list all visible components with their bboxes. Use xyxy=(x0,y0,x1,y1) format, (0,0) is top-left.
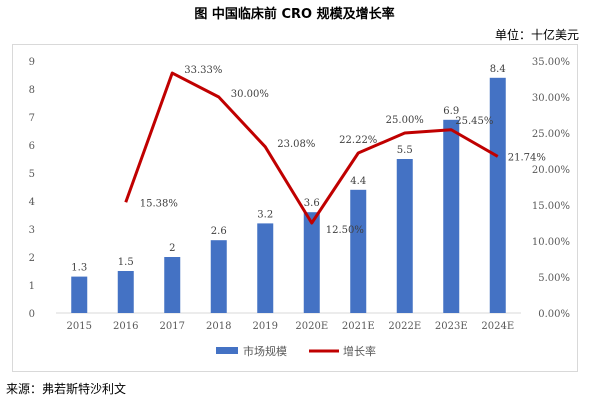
y-right-tick-label: 25.00% xyxy=(532,129,570,140)
growth-value-label: 25.45% xyxy=(455,116,493,127)
y-left-tick-label: 0 xyxy=(29,309,35,320)
growth-value-label: 21.74% xyxy=(508,152,546,163)
bar-value-label: 4.4 xyxy=(350,176,366,187)
x-tick-label: 2017 xyxy=(160,321,185,332)
y-right-tick-label: 0.00% xyxy=(538,309,570,320)
x-tick-label: 2018 xyxy=(206,321,231,332)
growth-value-label: 33.33% xyxy=(184,65,222,76)
y-right-tick-label: 20.00% xyxy=(532,165,570,176)
bar xyxy=(303,212,320,313)
chart-title: 图 中国临床前 CRO 规模及增长率 xyxy=(194,7,395,22)
x-tick-label: 2015 xyxy=(67,321,92,332)
legend-bar-swatch xyxy=(216,347,238,354)
y-right-tick-label: 35.00% xyxy=(532,57,570,68)
chart-frame: 0 1 2 3 4 5 6 7 8 9 0.00% 5.00% 10.00% 15.00% 20.00% 25… xyxy=(12,44,578,372)
source-note: 来源：弗若斯特沙利文 xyxy=(6,382,127,396)
bar xyxy=(71,276,88,313)
x-tick-label: 2019 xyxy=(253,321,278,332)
bar-value-label: 8.4 xyxy=(490,64,506,75)
chart-svg: 01234567890.00%5.00%10.00%15.00%20.00%25… xyxy=(29,57,570,358)
growth-value-label: 23.08% xyxy=(277,139,315,150)
bar-value-label: 2.6 xyxy=(211,226,227,237)
y-left-tick-label: 5 xyxy=(29,169,35,180)
y-left-tick-label: 7 xyxy=(29,113,35,124)
y-right-tick-label: 30.00% xyxy=(532,93,570,104)
bar xyxy=(117,271,134,313)
y-left-tick-label: 1 xyxy=(29,281,35,292)
growth-value-label: 25.00% xyxy=(386,115,424,126)
bar-value-label: 3.2 xyxy=(257,209,273,220)
bar-value-label: 5.5 xyxy=(397,145,413,156)
bar xyxy=(164,257,181,313)
bar xyxy=(350,189,367,313)
growth-line xyxy=(124,71,499,225)
bar xyxy=(489,77,506,313)
x-tick-label: 2020E xyxy=(295,321,328,332)
y-right-tick-label: 10.00% xyxy=(532,237,570,248)
bar-value-label: 6.9 xyxy=(443,106,459,117)
growth-value-label: 12.50% xyxy=(326,225,364,236)
bar xyxy=(257,223,274,313)
y-right-tick-label: 15.00% xyxy=(532,201,570,212)
legend-line-label: 增长率 xyxy=(343,344,376,358)
bar-value-label: 1.5 xyxy=(118,257,134,268)
y-left-tick-label: 4 xyxy=(29,197,35,208)
x-tick-label: 2022E xyxy=(388,321,421,332)
x-tick-label: 2021E xyxy=(342,321,375,332)
bar-value-label: 2 xyxy=(169,243,175,254)
y-right-tick-label: 5.00% xyxy=(538,273,570,284)
bar xyxy=(210,240,227,313)
growth-value-label: 15.38% xyxy=(140,198,178,209)
growth-value-label: 30.00% xyxy=(231,89,269,100)
y-left-tick-label: 8 xyxy=(29,85,35,96)
x-tick-label: 2016 xyxy=(113,321,138,332)
y-left-tick-label: 6 xyxy=(29,141,35,152)
y-left-tick-label: 3 xyxy=(29,225,35,236)
bar-value-label: 3.6 xyxy=(304,198,320,209)
unit-label: 单位：十亿美元 xyxy=(494,28,579,42)
x-tick-label: 2024E xyxy=(481,321,514,332)
bar xyxy=(396,159,413,313)
y-left-tick-label: 9 xyxy=(29,57,35,68)
y-left-tick-label: 2 xyxy=(29,253,35,264)
legend-bar-label: 市场规模 xyxy=(243,344,287,358)
x-tick-label: 2023E xyxy=(435,321,468,332)
bar xyxy=(443,119,460,313)
bar-value-label: 1.3 xyxy=(71,263,87,274)
growth-value-label: 22.22% xyxy=(339,135,377,146)
